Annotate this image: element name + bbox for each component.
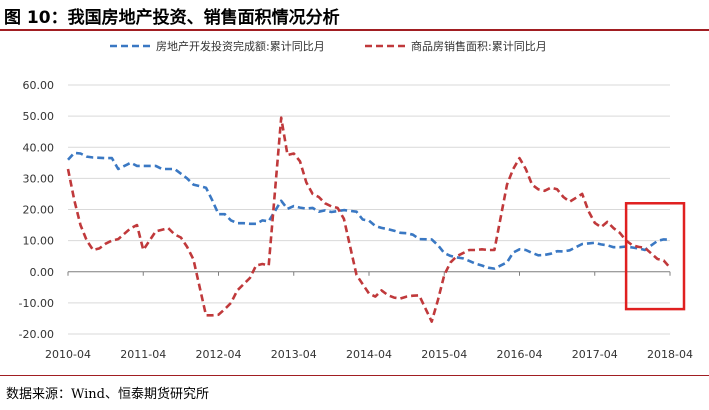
series-lines xyxy=(66,116,671,323)
x-tick-label: 2018-04 xyxy=(647,348,693,361)
legend-label-1: 房地产开发投资完成额:累计同比月 xyxy=(156,39,325,53)
grid-lines xyxy=(68,84,670,335)
y-tick-label: 40.00 xyxy=(23,141,55,154)
series-line-2 xyxy=(66,116,671,323)
y-tick-label: 0.00 xyxy=(30,266,55,279)
x-tick-label: 2012-04 xyxy=(196,348,242,361)
bottom-rule xyxy=(0,375,709,376)
y-tick-label: -10.00 xyxy=(19,297,54,310)
line-chart: 60.00 50.00 40.00 30.00 20.00 10.00 0.00 -10.00… xyxy=(19,39,693,361)
y-axis-ticks: 60.00 50.00 40.00 30.00 20.00 10.00 0.00 -10.00… xyxy=(19,79,54,341)
series-line-1 xyxy=(67,151,671,270)
y-tick-label: 30.00 xyxy=(23,172,55,185)
y-tick-label: 50.00 xyxy=(23,110,55,123)
legend-label-2: 商品房销售面积:累计同比月 xyxy=(411,39,547,53)
x-tick-label: 2013-04 xyxy=(271,348,317,361)
x-tick-label: 2015-04 xyxy=(421,348,467,361)
x-tick-label: 2010-04 xyxy=(45,348,91,361)
x-tick-label: 2017-04 xyxy=(572,348,618,361)
x-axis-ticks: 2010-04 2011-04 2012-04 2013-04 2014-04 2015-… xyxy=(45,271,693,361)
highlight-box xyxy=(624,202,686,311)
x-tick-label: 2014-04 xyxy=(346,348,392,361)
y-tick-label: -20.00 xyxy=(19,328,54,341)
legend: 房地产开发投资完成额:累计同比月 商品房销售面积:累计同比月 xyxy=(110,39,547,53)
y-tick-label: 20.00 xyxy=(23,204,55,217)
title-rule xyxy=(0,29,709,31)
y-tick-label: 10.00 xyxy=(23,235,55,248)
figure-title: 图 10：我国房地产投资、销售面积情况分析 xyxy=(4,8,340,28)
x-tick-label: 2016-04 xyxy=(497,348,543,361)
source-note: 数据来源：Wind、恒泰期货研究所 xyxy=(6,387,209,402)
y-tick-label: 60.00 xyxy=(23,79,55,92)
x-tick-label: 2011-04 xyxy=(120,348,166,361)
